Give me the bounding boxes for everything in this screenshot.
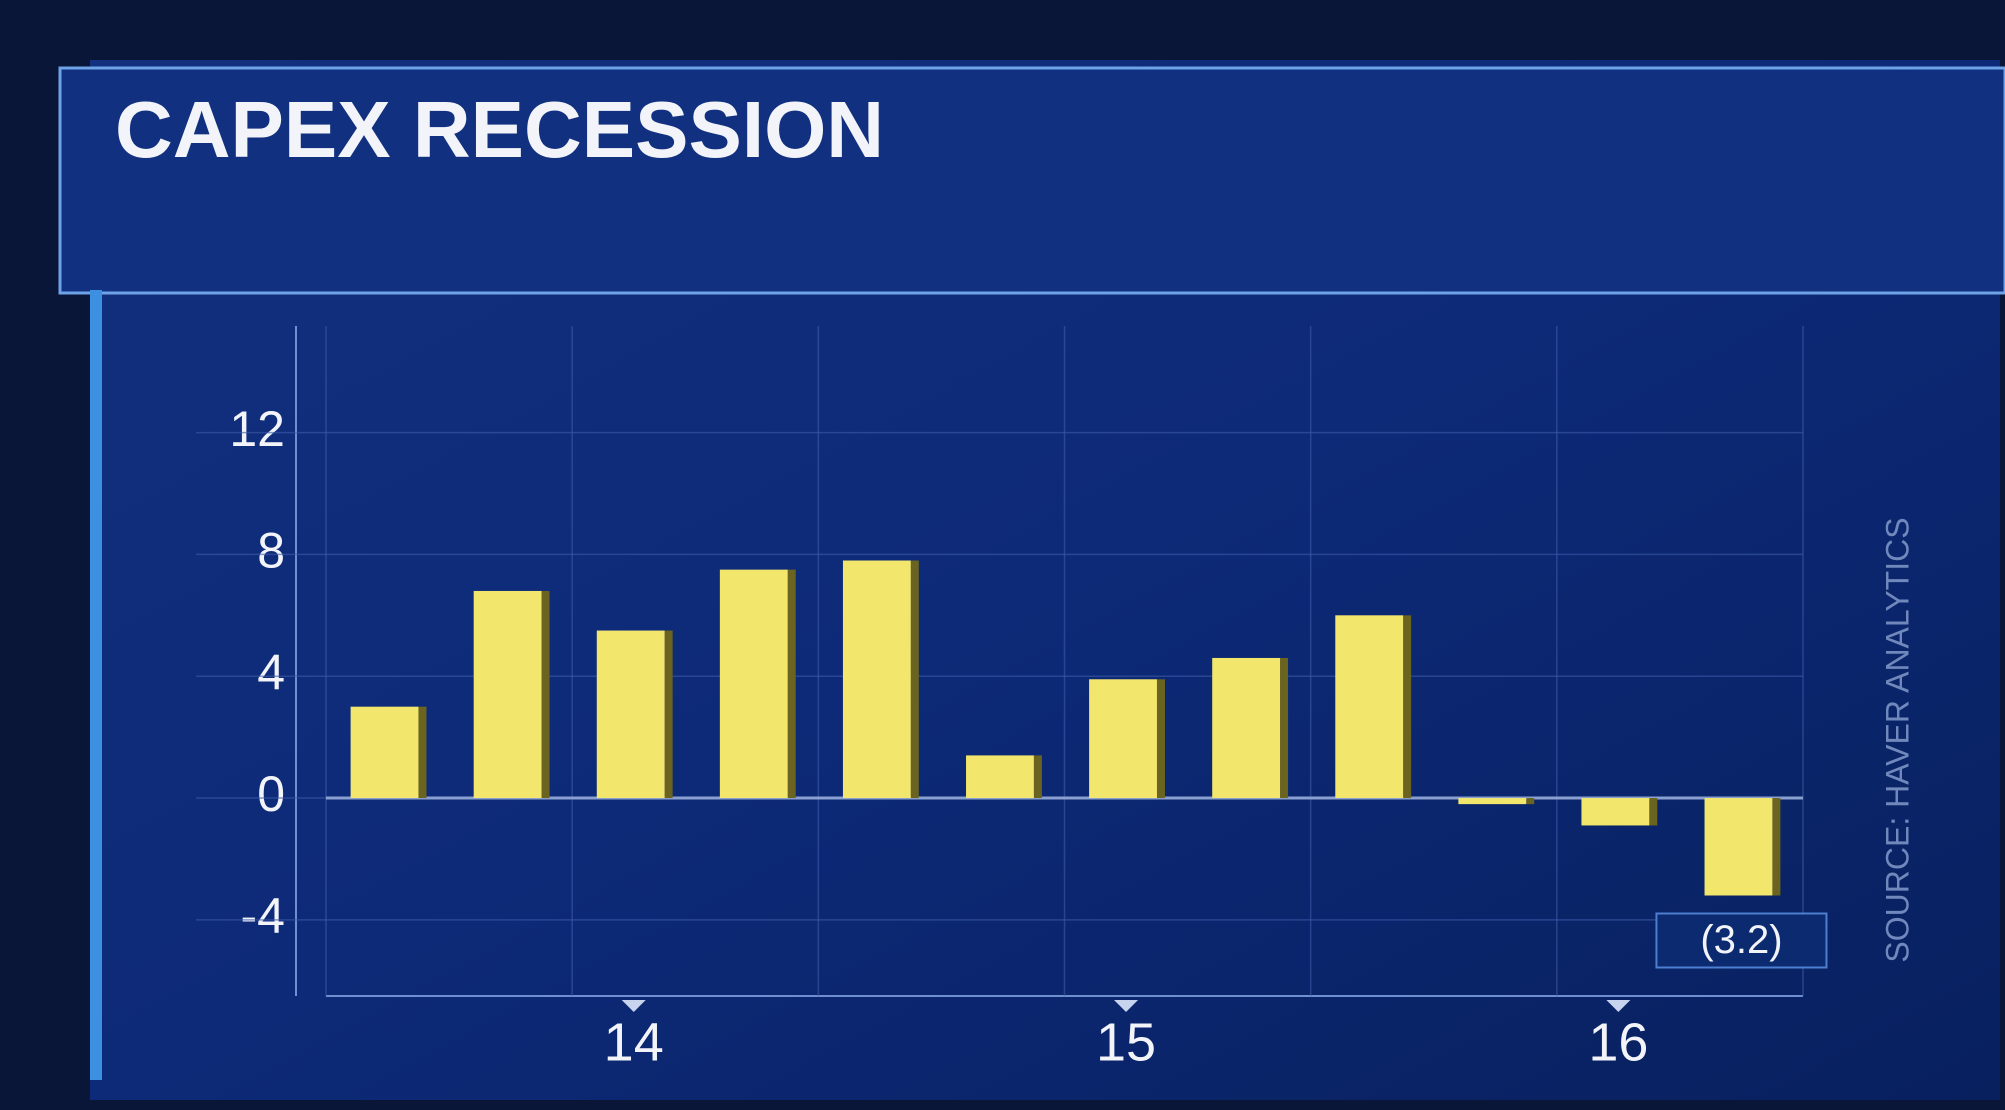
bar-side [664, 630, 673, 799]
y-tick-label: -4 [241, 888, 285, 944]
bar [1212, 657, 1281, 799]
bar-side [418, 706, 427, 799]
x-tick-label: 15 [1096, 1012, 1156, 1072]
source-note: SOURCE: HAVER ANALYTICS [1879, 517, 1915, 962]
bar [1581, 798, 1650, 826]
bar-side [1033, 755, 1042, 799]
x-tick-label: 16 [1588, 1012, 1648, 1072]
bar [596, 630, 665, 799]
bar [1335, 615, 1404, 799]
chart-title: CAPEX RECESSION [115, 85, 884, 174]
bar-side [787, 569, 796, 799]
bar-side [1772, 798, 1781, 896]
bar [1458, 798, 1527, 805]
bar-side [1526, 798, 1535, 805]
bar-side [910, 560, 919, 799]
y-tick-label: 8 [257, 523, 285, 579]
bar-side [541, 590, 550, 799]
x-tick-marker [1606, 1000, 1631, 1012]
value-label: (3.2) [1700, 918, 1782, 962]
x-tick-marker [1114, 1000, 1139, 1012]
y-tick-label: 12 [229, 401, 285, 457]
left-edge [90, 290, 102, 1080]
bar [350, 706, 419, 799]
bar-side [1403, 615, 1412, 799]
bar [842, 560, 911, 799]
value-label-box [1655, 912, 1828, 969]
bar [1089, 679, 1157, 799]
x-tick-marker [621, 1000, 646, 1012]
bar [966, 755, 1034, 799]
bar [1704, 798, 1773, 896]
title-panel [58, 66, 2005, 295]
y-tick-label: 4 [257, 644, 285, 700]
bar-side [1280, 657, 1289, 799]
y-tick-label: 0 [257, 766, 285, 822]
bar [473, 590, 542, 799]
bar-side [1156, 679, 1165, 799]
bar [719, 569, 788, 799]
bar-side [1649, 798, 1658, 826]
x-tick-label: 14 [604, 1012, 664, 1072]
